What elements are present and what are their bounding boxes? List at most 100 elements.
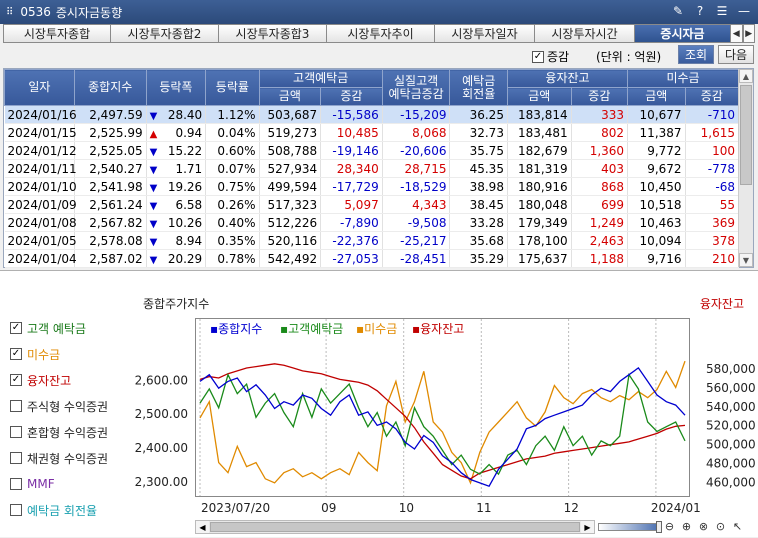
header-deposit-amount[interactable]: 금액 bbox=[258, 87, 322, 106]
option-checkbox[interactable] bbox=[10, 504, 22, 516]
cell-dep_d: -17,729 bbox=[320, 177, 383, 196]
header-credit[interactable]: 융자잔고 bbox=[506, 69, 629, 88]
x-tick: 10 bbox=[399, 501, 414, 515]
cell-cr: 175,637 bbox=[507, 249, 572, 268]
header-credit-amount[interactable]: 금액 bbox=[506, 87, 572, 106]
series-option[interactable]: MMF bbox=[10, 471, 108, 497]
table-row[interactable]: 2024/01/15 2,525.99 ▲ 0.94 0.04% 519,273 10,48… bbox=[4, 123, 740, 142]
option-checkbox[interactable]: ✓ bbox=[10, 322, 22, 334]
scroll-left-icon[interactable]: ◀ bbox=[196, 521, 209, 533]
table-row[interactable]: 2024/01/16 2,497.59 ▼ 28.40 1.12% 503,687 -15,… bbox=[4, 105, 740, 124]
series-option[interactable]: 혼합형 수익증권 bbox=[10, 419, 108, 445]
scroll-down-icon[interactable]: ▼ bbox=[739, 253, 753, 267]
header-deposit-delta[interactable]: 증감 bbox=[320, 87, 383, 106]
header-rate[interactable]: 등락률 bbox=[205, 69, 260, 106]
next-button[interactable]: 다음 bbox=[718, 45, 754, 64]
checkbox-box[interactable]: ✓ bbox=[532, 50, 544, 63]
option-checkbox[interactable] bbox=[10, 478, 22, 490]
series-option[interactable]: 채권형 수익증권 bbox=[10, 445, 108, 471]
cell-chg: ▼ 8.94 bbox=[146, 231, 207, 250]
series-option[interactable]: ✓ 미수금 bbox=[10, 341, 108, 367]
cell-cr_d: 868 bbox=[571, 177, 629, 196]
settings-icon[interactable]: ☰ bbox=[716, 4, 728, 18]
cell-cr_d: 1,360 bbox=[571, 141, 629, 160]
series-option[interactable]: 주식형 수익증권 bbox=[10, 393, 108, 419]
zoom-slider[interactable] bbox=[598, 520, 662, 533]
zoom-slider-handle[interactable] bbox=[656, 520, 662, 533]
cell-cr: 180,916 bbox=[507, 177, 572, 196]
series-credit bbox=[199, 363, 686, 480]
table-row[interactable]: 2024/01/08 2,567.82 ▼ 10.26 0.40% 512,226 -7,8… bbox=[4, 213, 740, 232]
header-turnover[interactable]: 예탁금 회전율 bbox=[449, 69, 508, 106]
window-title: 증시자금동향 bbox=[55, 5, 123, 20]
header-index[interactable]: 종합지수 bbox=[73, 69, 147, 106]
chart-panel: 종합주가지수 융자잔고 ✓ 고객 예탁금 ✓ 미수금 ✓ 융자잔고 주식형 수익증권 혼합형 … bbox=[0, 270, 758, 537]
cell-un: 10,450 bbox=[627, 177, 686, 196]
table-row[interactable]: 2024/01/04 2,587.02 ▼ 20.29 0.78% 542,492 -27,… bbox=[4, 249, 740, 268]
header-date[interactable]: 일자 bbox=[4, 69, 75, 106]
scroll-up-icon[interactable]: ▲ bbox=[739, 69, 753, 83]
tab-3[interactable]: 시장투자추이 bbox=[326, 24, 434, 43]
table-row[interactable]: 2024/01/10 2,541.98 ▼ 19.26 0.75% 499,594 -17,… bbox=[4, 177, 740, 196]
table-row[interactable]: 2024/01/09 2,561.24 ▼ 6.58 0.26% 517,323 5,097… bbox=[4, 195, 740, 214]
tab-bar: 시장투자종합 시장투자종합2 시장투자종합3 시장투자추이 시장투자일자 시장투자시간 증시… bbox=[3, 24, 755, 43]
table-row[interactable]: 2024/01/05 2,578.08 ▼ 8.94 0.35% 520,116 -22,3… bbox=[4, 231, 740, 250]
minimize-icon[interactable]: — bbox=[738, 4, 750, 18]
header-real-deposit[interactable]: 실질고객 예탁금증감 bbox=[381, 69, 451, 106]
tab-4[interactable]: 시장투자일자 bbox=[434, 24, 534, 43]
zoom-reset-icon[interactable]: ⊙ bbox=[715, 520, 726, 533]
zoom-out-icon[interactable]: ⊖ bbox=[664, 520, 675, 533]
header-change[interactable]: 등락폭 bbox=[145, 69, 207, 106]
series-option[interactable]: ✓ 융자잔고 bbox=[10, 367, 108, 393]
zoom-in-icon[interactable]: ⊕ bbox=[681, 520, 692, 533]
grid-vertical-scrollbar[interactable]: ▲ ▼ bbox=[738, 69, 753, 267]
header-unpaid-amount[interactable]: 금액 bbox=[627, 87, 686, 106]
option-checkbox[interactable]: ✓ bbox=[10, 374, 22, 386]
header-unpaid[interactable]: 미수금 bbox=[627, 69, 739, 88]
series-option[interactable]: 예탁금 회전율 bbox=[10, 497, 108, 523]
tab-5[interactable]: 시장투자시간 bbox=[534, 24, 634, 43]
table-row[interactable]: 2024/01/11 2,540.27 ▼ 1.71 0.07% 527,934 28,34… bbox=[4, 159, 740, 178]
delta-checkbox[interactable]: ✓ 증감 bbox=[532, 48, 569, 65]
tab-1[interactable]: 시장투자종합2 bbox=[110, 24, 218, 43]
change-value: 15.22 bbox=[167, 143, 203, 158]
scroll-thumb[interactable] bbox=[740, 85, 752, 185]
scroll-right-icon[interactable]: ▶ bbox=[581, 521, 594, 533]
zoom-fit-icon[interactable]: ⊗ bbox=[698, 520, 709, 533]
option-label: 주식형 수익증권 bbox=[27, 399, 109, 414]
hscroll-thumb[interactable] bbox=[210, 522, 580, 532]
cell-date: 2024/01/11 bbox=[4, 159, 77, 178]
header-unpaid-delta[interactable]: 증감 bbox=[684, 87, 740, 106]
chart-title-left: 종합주가지수 bbox=[143, 297, 210, 311]
chart-horizontal-scrollbar[interactable]: ◀ ▶ bbox=[195, 520, 595, 534]
cell-cr_d: 1,249 bbox=[571, 213, 629, 232]
tab-prev-icon[interactable]: ◀ bbox=[730, 24, 743, 43]
cursor-icon[interactable]: ↖ bbox=[732, 520, 743, 533]
option-checkbox[interactable] bbox=[10, 452, 22, 464]
tab-2[interactable]: 시장투자종합3 bbox=[218, 24, 326, 43]
cell-dep_d: -15,586 bbox=[320, 105, 383, 124]
help-icon[interactable]: ? bbox=[696, 4, 704, 18]
cell-un_d: 55 bbox=[685, 195, 740, 214]
table-row[interactable]: 2024/01/12 2,525.05 ▼ 15.22 0.60% 508,788 -19,… bbox=[4, 141, 740, 160]
cell-date: 2024/01/08 bbox=[4, 213, 77, 232]
pin-icon[interactable]: ✎ bbox=[672, 4, 684, 18]
option-checkbox[interactable]: ✓ bbox=[10, 348, 22, 360]
tab-6[interactable]: 증시자금 bbox=[634, 24, 730, 43]
option-checkbox[interactable] bbox=[10, 400, 22, 412]
header-deposit[interactable]: 고객예탁금 bbox=[258, 69, 383, 88]
series-option[interactable]: ✓ 고객 예탁금 bbox=[10, 315, 108, 341]
cell-chg: ▲ 0.94 bbox=[146, 123, 207, 142]
menu-grip-icon[interactable]: ⠿ bbox=[6, 6, 13, 18]
legend-entry: ▪미수금 bbox=[356, 322, 397, 336]
tab-next-icon[interactable]: ▶ bbox=[742, 24, 755, 43]
cell-cr_d: 403 bbox=[571, 159, 629, 178]
cell-cr: 180,048 bbox=[507, 195, 572, 214]
header-credit-delta[interactable]: 증감 bbox=[570, 87, 629, 106]
y-left-tick: 2,300.00 bbox=[135, 475, 188, 489]
x-tick: 12 bbox=[564, 501, 579, 515]
tab-0[interactable]: 시장투자종합 bbox=[3, 24, 110, 43]
triangle-down-icon: ▼ bbox=[149, 164, 158, 176]
query-button[interactable]: 조회 bbox=[678, 45, 714, 64]
option-checkbox[interactable] bbox=[10, 426, 22, 438]
